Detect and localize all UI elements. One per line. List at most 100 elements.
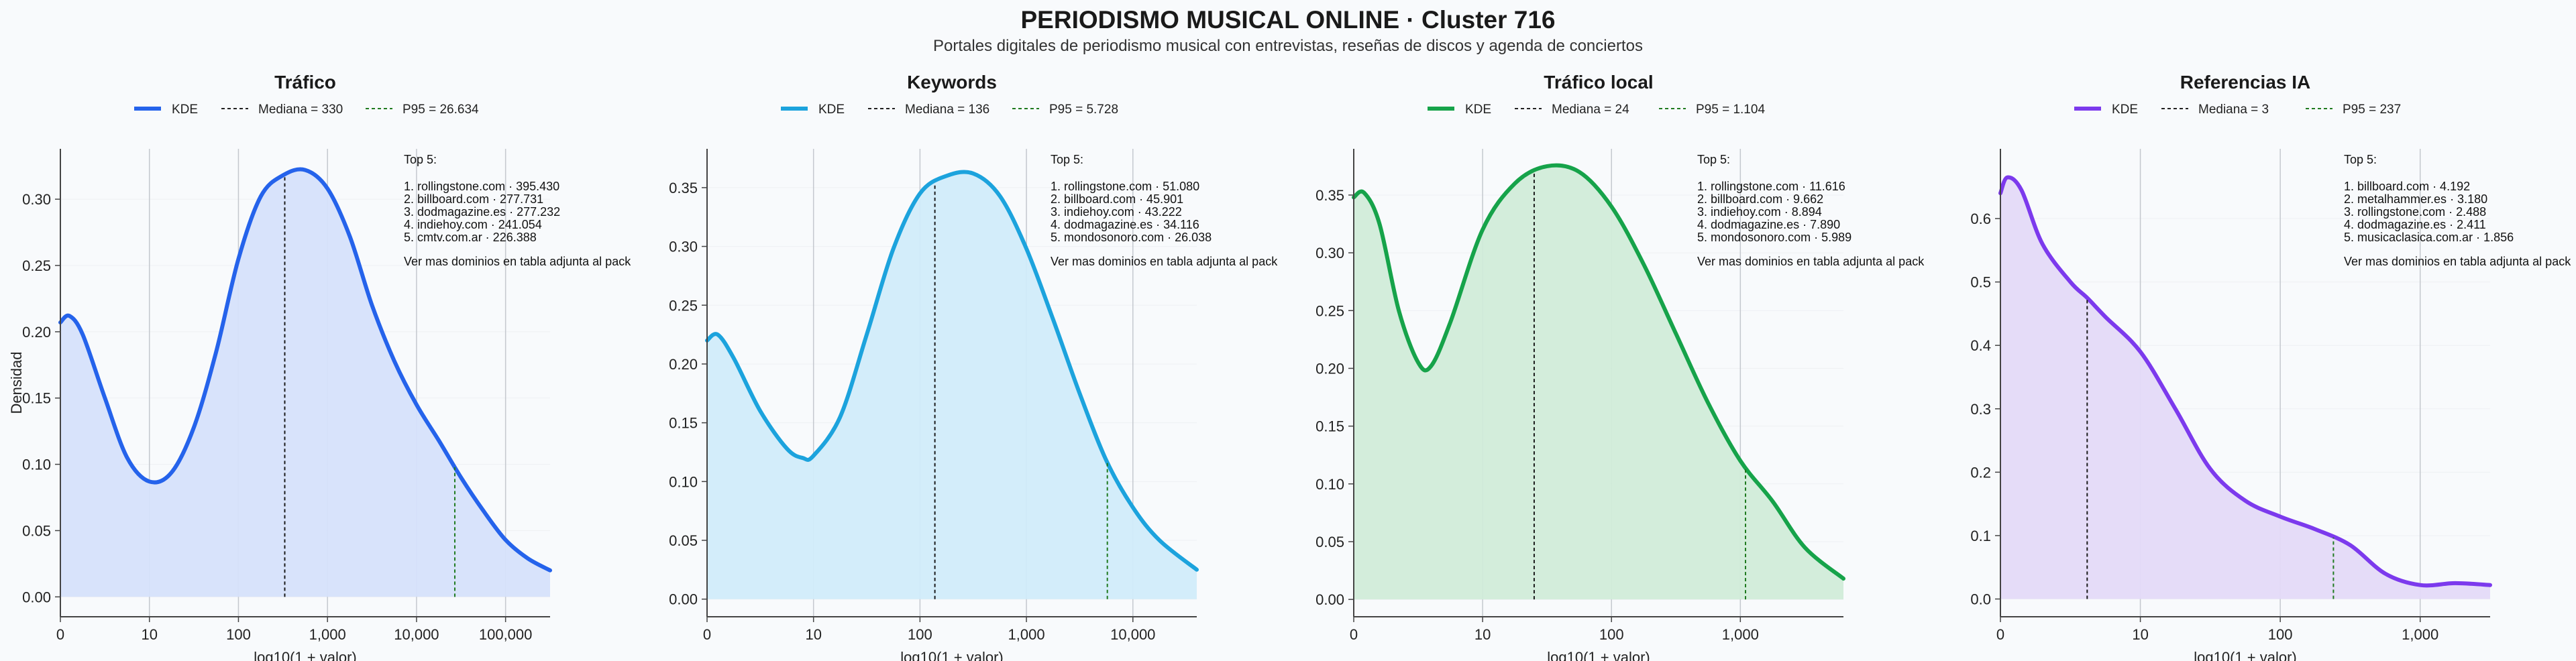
top5-footer: Ver mas dominios en tabla adjunta al pac…: [404, 255, 631, 268]
y-tick-label: 0.15: [1316, 418, 1344, 435]
top5-item: 3. rollingstone.com · 2.488: [2344, 205, 2486, 219]
y-tick-label: 0.35: [669, 180, 698, 196]
x-axis-label: log10(1 + valor): [900, 649, 1003, 661]
legend-median-label: Mediana = 330: [258, 103, 343, 117]
legend-kde-label: KDE: [818, 103, 845, 117]
kde-line: [1352, 163, 1845, 581]
top5-item: 1. rollingstone.com · 51.080: [1051, 180, 1199, 193]
top5-item: 4. indiehoy.com · 241.054: [404, 218, 542, 231]
legend-median-label: Mediana = 24: [1552, 103, 1629, 117]
x-tick-label: 1,000: [2402, 626, 2438, 643]
chart-panel-4: Referencias IA KDE Mediana = 3 P95 = 237 0.0…: [1970, 72, 2571, 661]
y-tick-label: 0.00: [1316, 591, 1344, 608]
y-tick-label: 0.5: [1970, 274, 1991, 291]
kde-line: [705, 170, 1199, 572]
x-tick-label: 1,000: [1722, 626, 1759, 643]
y-tick-label: 0.25: [22, 257, 51, 274]
legend-p95-label: P95 = 237: [2343, 103, 2401, 117]
x-tick-label: 10,000: [1110, 626, 1155, 643]
top5-item: 3. indiehoy.com · 43.222: [1051, 205, 1182, 219]
y-tick-label: 0.00: [669, 591, 698, 608]
x-tick-label: 100,000: [479, 626, 533, 643]
panel-title: Referencias IA: [2180, 72, 2311, 93]
top5-heading: Top 5:: [2344, 153, 2377, 166]
x-tick-label: 10: [2132, 626, 2148, 643]
y-tick-label: 0.30: [22, 191, 51, 208]
kde-line: [58, 167, 552, 573]
y-tick-label: 0.05: [22, 522, 51, 539]
y-tick-label: 0.10: [22, 457, 51, 473]
top5-item: 5. cmtv.com.ar · 226.388: [404, 231, 537, 244]
top5-footer: Ver mas dominios en tabla adjunta al pac…: [2344, 255, 2571, 268]
y-tick-label: 0.3: [1970, 401, 1991, 418]
x-axis-label: log10(1 + valor): [1547, 649, 1650, 661]
chart-panel-3: Tráfico local KDE Mediana = 24 P95 = 1.104 0…: [1316, 72, 1925, 661]
kde-line: [1998, 175, 2492, 588]
legend-kde-label: KDE: [1465, 103, 1491, 117]
legend-p95-label: P95 = 1.104: [1696, 103, 1765, 117]
x-tick-label: 0: [1350, 626, 1358, 643]
x-axis-label: log10(1 + valor): [2194, 649, 2296, 661]
y-tick-label: 0.35: [1316, 187, 1344, 204]
x-axis-label: log10(1 + valor): [254, 649, 356, 661]
y-axis-label: Densidad: [8, 352, 25, 414]
top5-footer: Ver mas dominios en tabla adjunta al pac…: [1051, 255, 1278, 268]
y-tick-label: 0.30: [1316, 245, 1344, 261]
top5-item: 5. musicaclasica.com.ar · 1.856: [2344, 231, 2514, 244]
top5-item: 1. rollingstone.com · 11.616: [1697, 180, 1845, 193]
y-tick-label: 0.15: [669, 415, 698, 432]
top5-heading: Top 5:: [1697, 153, 1730, 166]
x-tick-label: 10: [805, 626, 821, 643]
x-tick-label: 100: [2268, 626, 2293, 643]
top5-heading: Top 5:: [1051, 153, 1083, 166]
y-tick-label: 0.6: [1970, 211, 1991, 227]
legend-kde-label: KDE: [172, 103, 198, 117]
y-tick-label: 0.30: [669, 239, 698, 255]
y-tick-label: 0.00: [22, 589, 51, 605]
kde-area: [60, 169, 550, 597]
y-tick-label: 0.15: [22, 390, 51, 407]
top5-item: 3. dodmagazine.es · 277.232: [404, 205, 560, 219]
kde-area: [707, 172, 1197, 599]
x-tick-label: 0: [1996, 626, 2004, 643]
y-tick-label: 0.20: [1316, 360, 1344, 377]
top5-item: 4. dodmagazine.es · 2.411: [2344, 218, 2486, 231]
top5-item: 3. indiehoy.com · 8.894: [1697, 205, 1822, 219]
y-tick-label: 0.20: [669, 356, 698, 373]
top5-item: 4. dodmagazine.es · 7.890: [1697, 218, 1840, 231]
x-tick-label: 10,000: [394, 626, 439, 643]
y-tick-label: 0.2: [1970, 464, 1991, 481]
y-tick-label: 0.05: [669, 532, 698, 549]
x-tick-label: 0: [56, 626, 64, 643]
page-title: PERIODISMO MUSICAL ONLINE · Cluster 716: [1021, 6, 1556, 34]
top5-item: 2. billboard.com · 277.731: [404, 192, 543, 206]
top5-item: 1. billboard.com · 4.192: [2344, 180, 2470, 193]
top5-item: 2. billboard.com · 9.662: [1697, 192, 1823, 206]
legend-p95-label: P95 = 26.634: [402, 103, 479, 117]
y-tick-label: 0.25: [1316, 302, 1344, 319]
legend-median-label: Mediana = 3: [2198, 103, 2269, 117]
y-tick-label: 0.20: [22, 324, 51, 341]
panel-title: Tráfico: [274, 72, 336, 93]
x-tick-label: 1,000: [1008, 626, 1045, 643]
top5-item: 4. dodmagazine.es · 34.116: [1051, 218, 1199, 231]
y-tick-label: 0.05: [1316, 534, 1344, 550]
legend-p95-label: P95 = 5.728: [1049, 103, 1118, 117]
y-tick-label: 0.0: [1970, 591, 1991, 608]
panel-title: Tráfico local: [1544, 72, 1653, 93]
x-tick-label: 100: [226, 626, 251, 643]
top5-item: 5. mondosonoro.com · 26.038: [1051, 231, 1212, 244]
kde-area: [2000, 177, 2490, 599]
legend-kde-label: KDE: [2112, 103, 2138, 117]
top5-item: 2. metalhammer.es · 3.180: [2344, 192, 2487, 206]
panel-title: Keywords: [907, 72, 997, 93]
x-tick-label: 10: [141, 626, 157, 643]
top5-heading: Top 5:: [404, 153, 437, 166]
top5-item: 2. billboard.com · 45.901: [1051, 192, 1183, 206]
page-subtitle: Portales digitales de periodismo musical…: [933, 37, 1643, 55]
y-tick-label: 0.4: [1970, 337, 1991, 354]
top5-item: 5. mondosonoro.com · 5.989: [1697, 231, 1851, 244]
top5-footer: Ver mas dominios en tabla adjunta al pac…: [1697, 255, 1925, 268]
